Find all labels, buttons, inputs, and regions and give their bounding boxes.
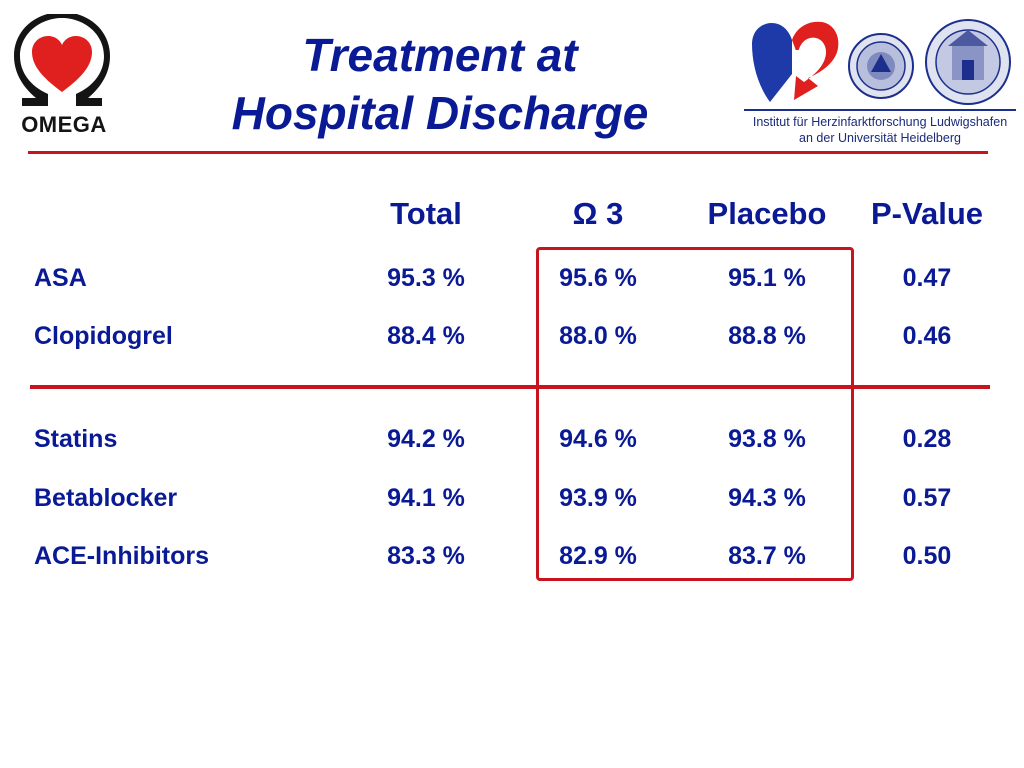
column-header-placebo: Placebo: [707, 196, 827, 231]
institute-name-line-1: Institut für Herzinfarktforschung Ludwig…: [752, 115, 1008, 129]
slide-title: Treatment at Hospital Discharge: [180, 26, 700, 142]
row-label: Statins: [34, 425, 118, 453]
cell-pvalue: 0.28: [902, 425, 952, 453]
cell-omega3: 94.6 %: [559, 425, 637, 453]
institute-name: Institut für Herzinfarktforschung Ludwig…: [744, 114, 1016, 146]
highlight-box: [536, 247, 854, 581]
institute-logo: Institut für Herzinfarktforschung Ludwig…: [742, 14, 1018, 150]
cell-placebo: 93.8 %: [728, 425, 806, 453]
cell-total: 94.2 %: [387, 425, 465, 453]
cell-omega3: 88.0 %: [559, 322, 637, 350]
institute-divider: [744, 109, 1016, 111]
institute-name-line-2: an der Universität Heidelberg: [799, 131, 961, 145]
row-label: ASA: [34, 264, 87, 292]
column-header-total: Total: [390, 196, 462, 231]
column-header-pvalue: P-Value: [871, 196, 983, 231]
title-line-2: Hospital Discharge: [231, 87, 649, 139]
cell-pvalue: 0.50: [902, 542, 952, 570]
cell-placebo: 94.3 %: [728, 484, 806, 512]
cell-pvalue: 0.46: [902, 322, 952, 350]
heart-arrow-icon: [752, 21, 839, 102]
cell-pvalue: 0.57: [902, 484, 952, 512]
omega-logo: OMEGA: [10, 14, 114, 137]
cell-total: 83.3 %: [387, 542, 465, 570]
row-label: Betablocker: [34, 484, 178, 512]
cell-placebo: 95.1 %: [728, 264, 806, 292]
cell-omega3: 82.9 %: [559, 542, 637, 570]
group-separator: [30, 385, 990, 389]
omega-logo-text: OMEGA: [21, 112, 107, 137]
header-divider: [28, 151, 988, 154]
university-seal-icon: [925, 19, 1011, 105]
cell-omega3: 95.6 %: [559, 264, 637, 292]
column-header-omega3: Ω 3: [572, 196, 624, 231]
institute-emblems: [752, 19, 1011, 105]
cell-total: 94.1 %: [387, 484, 465, 512]
omega-heart-icon: [14, 14, 110, 106]
title-line-1: Treatment at: [302, 29, 578, 81]
row-label: Clopidogrel: [34, 322, 173, 350]
row-label: ACE-Inhibitors: [34, 542, 209, 570]
seal-icon: [848, 33, 914, 99]
cell-total: 88.4 %: [387, 322, 465, 350]
cell-placebo: 83.7 %: [728, 542, 806, 570]
cell-omega3: 93.9 %: [559, 484, 637, 512]
cell-total: 95.3 %: [387, 264, 465, 292]
cell-pvalue: 0.47: [902, 264, 952, 292]
cell-placebo: 88.8 %: [728, 322, 806, 350]
